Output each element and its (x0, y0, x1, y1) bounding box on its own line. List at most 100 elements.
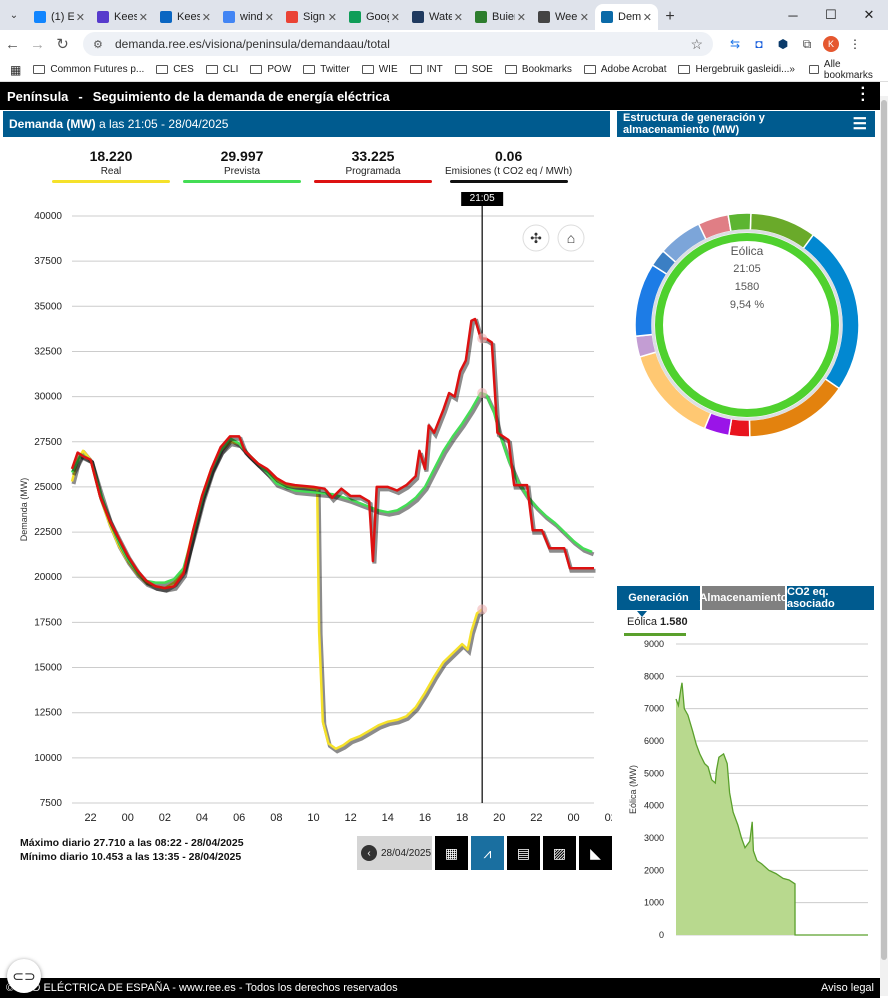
area-chart-view-button[interactable]: ▨ (543, 836, 576, 870)
legal-link[interactable]: Aviso legal (821, 982, 874, 994)
bookmark-item[interactable]: Bookmarks (504, 64, 572, 75)
browser-tab[interactable]: Weer✕ (532, 4, 595, 30)
line-chart-view-button[interactable]: ⩘ (471, 836, 504, 870)
copyright-text: © RED ELÉCTRICA DE ESPAÑA - www.ree.es -… (6, 982, 398, 994)
extensions-puzzle-icon[interactable]: ⧉ (802, 36, 812, 51)
browser-tab[interactable]: Kees ✕ (154, 4, 217, 30)
calendar-view-button[interactable]: ▦ (435, 836, 468, 870)
close-tab-icon[interactable]: ✕ (75, 11, 85, 24)
url-text: demanda.ree.es/visiona/peninsula/demanda… (115, 37, 390, 51)
browser-tab[interactable]: Dema✕ (595, 4, 658, 30)
close-window-icon[interactable]: ✕ (863, 7, 875, 22)
close-tab-icon[interactable]: ✕ (201, 11, 211, 24)
bookmark-item[interactable]: CLI (205, 64, 238, 75)
y-tick-label: 5000 (644, 768, 664, 778)
donut-slice[interactable] (727, 212, 752, 233)
donut-slice[interactable] (638, 351, 712, 430)
tab-co2[interactable]: CO2 eq. asociado (787, 586, 874, 610)
browser-tab[interactable]: Kees ✕ (91, 4, 154, 30)
series-line-programada[interactable] (70, 317, 594, 590)
address-bar[interactable]: ⚙ demanda.ree.es/visiona/peninsula/deman… (83, 32, 713, 56)
more-bookmarks-icon[interactable]: » (789, 64, 795, 75)
forward-icon[interactable]: → (30, 35, 45, 53)
site-info-icon[interactable]: ⚙ (93, 38, 103, 51)
page-scrollbar[interactable] (880, 96, 888, 996)
close-tab-icon[interactable]: ✕ (264, 11, 274, 24)
generation-donut-chart[interactable] (630, 208, 865, 443)
y-tick-label: 15000 (34, 663, 62, 674)
translate-icon[interactable]: ⇆ (729, 37, 741, 51)
series-shadow (71, 393, 595, 588)
daily-max: Máximo diario 27.710 a las 08:22 - 28/04… (20, 837, 244, 849)
close-tab-icon[interactable]: ✕ (579, 11, 589, 24)
legend-swatch (314, 180, 432, 183)
page-title: Seguimiento de la demanda de energía elé… (92, 88, 390, 104)
wind-series-line[interactable] (675, 682, 868, 936)
donut-label: Eólica (730, 244, 764, 258)
browser-tab[interactable]: Sign ✕ (280, 4, 343, 30)
bookmark-item[interactable]: Adobe Acrobat (583, 64, 666, 75)
browser-menu-icon[interactable]: ⋮ (849, 37, 861, 51)
close-tab-icon[interactable]: ✕ (138, 11, 148, 24)
donut-percent: 9,54 % (729, 299, 765, 311)
wind-area-chart: 0 1000 2000 3000 4000 5000 6000 7000 8000 9000 Eól… (628, 639, 868, 940)
folder-icon (583, 65, 596, 74)
apps-grid-icon[interactable]: ▦ (10, 62, 22, 77)
bookmark-item[interactable]: POW (250, 64, 291, 75)
new-tab-button[interactable]: + (665, 8, 675, 25)
back-icon[interactable]: ← (5, 35, 20, 53)
chat-widget-button[interactable]: ⊂⊃ (7, 959, 41, 993)
tab-favicon-icon (34, 11, 46, 23)
bookmark-item[interactable]: WIE (361, 64, 398, 75)
series-line-prevista[interactable] (70, 391, 593, 584)
bookmark-item[interactable]: INT (409, 64, 443, 75)
factory-toggle-button[interactable] (557, 224, 585, 252)
list-view-icon[interactable]: ☰ (852, 116, 867, 133)
tab-favicon-icon (475, 11, 487, 23)
close-tab-icon[interactable]: ✕ (516, 11, 526, 24)
profile-avatar[interactable]: K (819, 36, 843, 52)
folder-icon (678, 65, 691, 74)
folder-icon (361, 65, 374, 74)
close-tab-icon[interactable]: ✕ (453, 11, 463, 24)
bookmark-star-icon[interactable]: ☆ (690, 35, 703, 52)
page-menu-icon[interactable]: · · · (860, 80, 866, 109)
tab-search-icon[interactable]: ⌄ (9, 9, 19, 21)
bookmark-item[interactable]: Twitter (303, 64, 350, 75)
bookmark-item[interactable]: Common Futures p... (33, 64, 144, 75)
y-tick-label: 37500 (34, 256, 62, 267)
folder-icon (409, 65, 422, 74)
map-view-button[interactable]: ◣ (579, 836, 612, 870)
page: Península - Seguimiento de la demanda de… (0, 80, 888, 1000)
close-tab-icon[interactable]: ✕ (390, 11, 400, 24)
wind-toggle-icon[interactable]: ✣ (530, 230, 542, 246)
previous-day-icon[interactable]: ‹ (361, 845, 377, 861)
wind-toggle-button[interactable] (522, 224, 550, 252)
browser-tab[interactable]: Water✕ (406, 4, 469, 30)
y-tick-label: 2000 (644, 865, 664, 875)
date-selector[interactable]: ‹ 28/04/2025 (357, 836, 432, 870)
bookmark-item[interactable]: SOE (454, 64, 493, 75)
reload-icon[interactable]: ↻ (56, 36, 69, 53)
tab-favicon-icon (538, 11, 550, 23)
minimize-icon[interactable]: ─ (788, 7, 798, 23)
bitwarden-icon[interactable]: ◘ (755, 37, 763, 51)
y-tick-label: 1000 (644, 898, 664, 908)
browser-tab[interactable]: (1) Ex✕ (28, 4, 91, 30)
close-tab-icon[interactable]: ✕ (327, 11, 337, 24)
donut-slice[interactable] (727, 417, 751, 438)
close-tab-icon[interactable]: ✕ (642, 11, 652, 24)
tab-generacion[interactable]: Generación (617, 586, 700, 610)
browser-tab[interactable]: Goog✕ (343, 4, 406, 30)
bookmark-item[interactable]: CES (156, 64, 194, 75)
maximize-icon[interactable]: ☐ (825, 7, 837, 22)
browser-tab[interactable]: windt✕ (217, 4, 280, 30)
bookmark-item[interactable]: Hergebruik gasleidi... (678, 64, 789, 75)
series-line-real[interactable] (70, 440, 483, 751)
extension-icon[interactable]: ⬢ (777, 37, 789, 51)
browser-tab[interactable]: Buien✕ (469, 4, 532, 30)
tab-almacenamiento[interactable]: Almacenamiento (699, 586, 788, 610)
table-view-button[interactable]: ▤ (507, 836, 540, 870)
all-bookmarks-folder[interactable]: Alle bookmarks (808, 59, 878, 81)
factory-toggle-icon[interactable]: ⌂ (567, 230, 575, 246)
